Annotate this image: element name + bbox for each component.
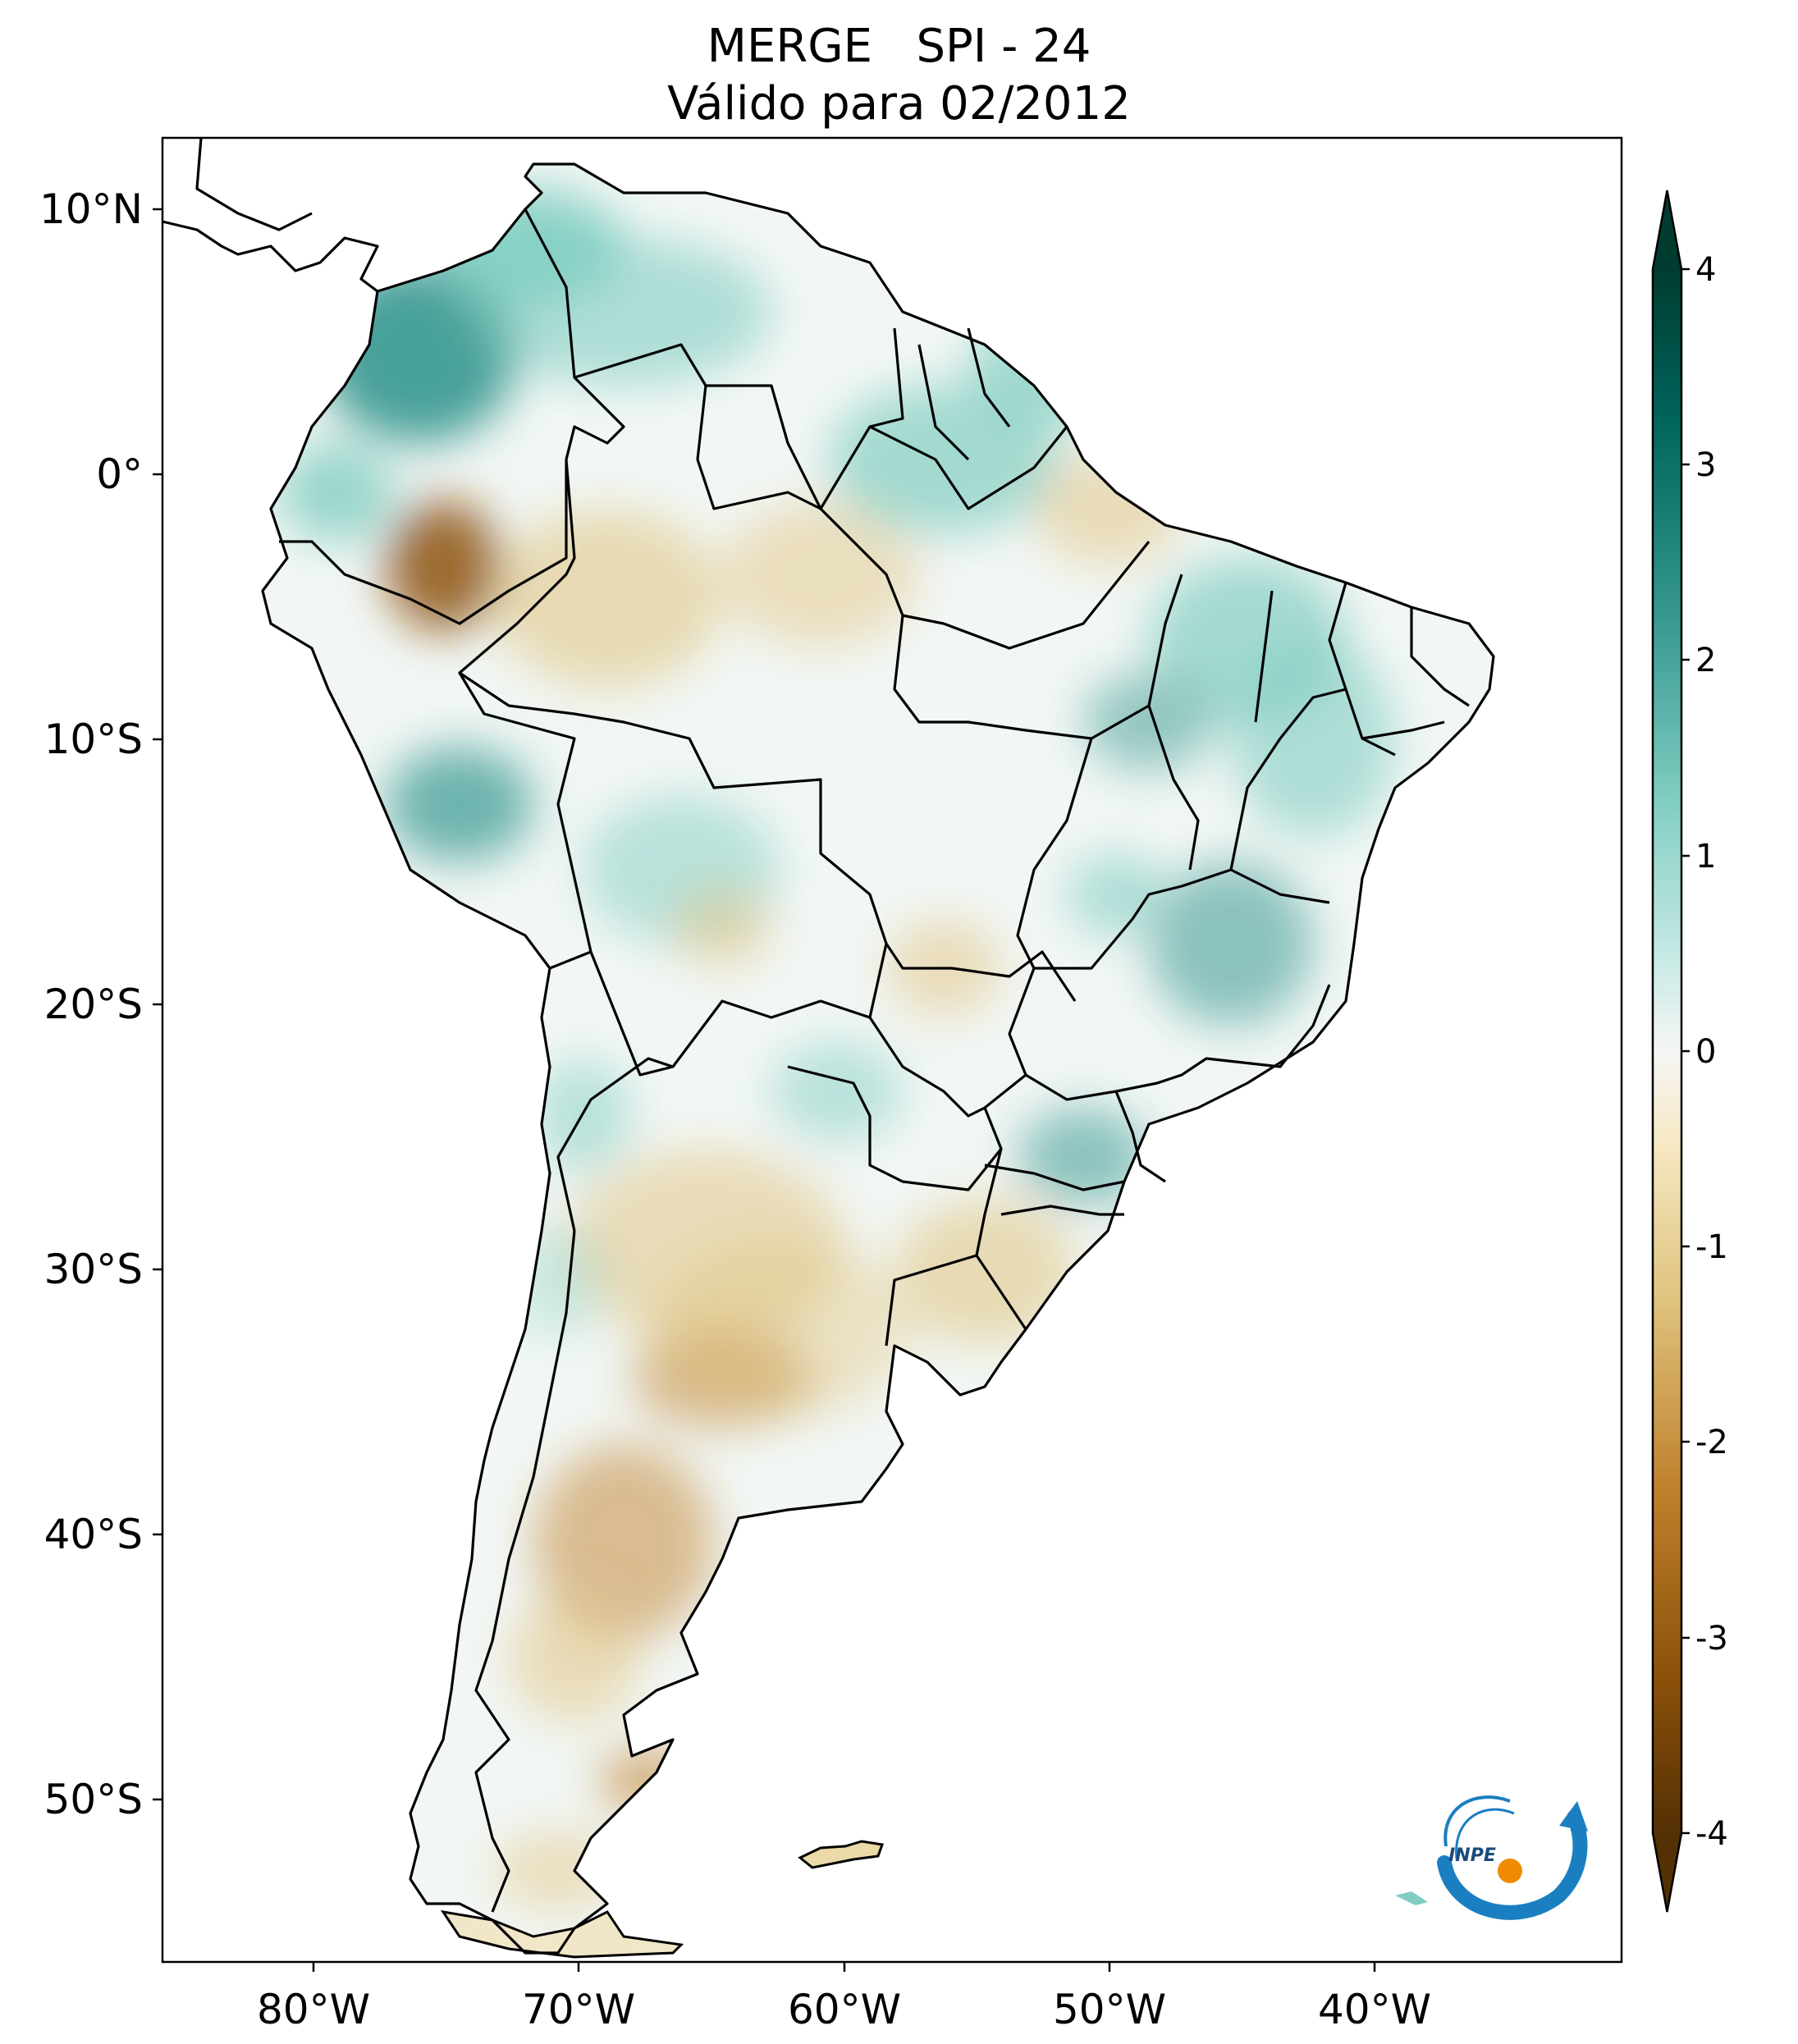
y-tick-label: 50°S (44, 1776, 143, 1823)
inpe-logo: INPE (1437, 1795, 1588, 1920)
tierra-del-fuego (440, 1909, 684, 1959)
colorbar-ticks (1681, 268, 1690, 1835)
colorbar-label: -1 (1695, 1228, 1728, 1266)
colorbar-label: -4 (1695, 1815, 1728, 1853)
x-tick-label: 60°W (788, 1986, 901, 2033)
colorbar-label: 1 (1695, 838, 1716, 876)
colorbar: 4 3 2 1 0 -1 -2 -3 -4 (1651, 190, 1728, 1913)
x-axis: 80°W 70°W 60°W 50°W 40°W (257, 1962, 1431, 2033)
falkland-islands (798, 1840, 885, 1869)
colorbar-extend-bottom (1653, 1833, 1681, 1912)
logo-orange-dot (1498, 1859, 1522, 1883)
colorbar-label: 2 (1695, 642, 1716, 679)
country-borders (279, 208, 1470, 1913)
colorbar-label: 4 (1695, 251, 1716, 289)
logo-arrow-head (1559, 1801, 1588, 1831)
colorbar-label: -2 (1695, 1424, 1728, 1461)
colorbar-extend-top (1653, 190, 1681, 269)
y-axis: 10°N 0° 10°S 20°S 30°S 40°S 50°S (39, 185, 162, 1823)
x-tick-label: 50°W (1053, 1986, 1166, 2033)
title-line-1: MERGE SPI - 24 (707, 20, 1091, 73)
logo-orbit (1443, 1795, 1511, 1847)
y-tick-label: 10°N (39, 185, 143, 233)
logo-text: INPE (1448, 1845, 1496, 1866)
logo-swoosh (1437, 1810, 1588, 1920)
y-tick-label: 0° (96, 450, 143, 498)
colorbar-label: 0 (1695, 1033, 1716, 1071)
central-america-coast-north (195, 137, 313, 231)
colorbar-body (1653, 269, 1681, 1833)
y-tick-label: 20°S (44, 981, 143, 1028)
central-america-coast (162, 220, 379, 293)
y-tick-label: 10°S (44, 716, 143, 763)
y-tick-label: 30°S (44, 1246, 143, 1293)
x-tick-label: 70°W (522, 1986, 635, 2033)
colorbar-label: 3 (1695, 446, 1716, 484)
map-title: MERGE SPI - 24 Válido para 02/2012 (0, 18, 1798, 133)
south-georgia (1395, 1891, 1428, 1905)
y-tick-label: 40°S (44, 1511, 143, 1558)
colorbar-label: -3 (1695, 1620, 1728, 1658)
coastline (261, 162, 1495, 1955)
title-line-2: Válido para 02/2012 (667, 77, 1131, 130)
x-tick-label: 40°W (1318, 1986, 1431, 2033)
x-tick-label: 80°W (257, 1986, 370, 2033)
